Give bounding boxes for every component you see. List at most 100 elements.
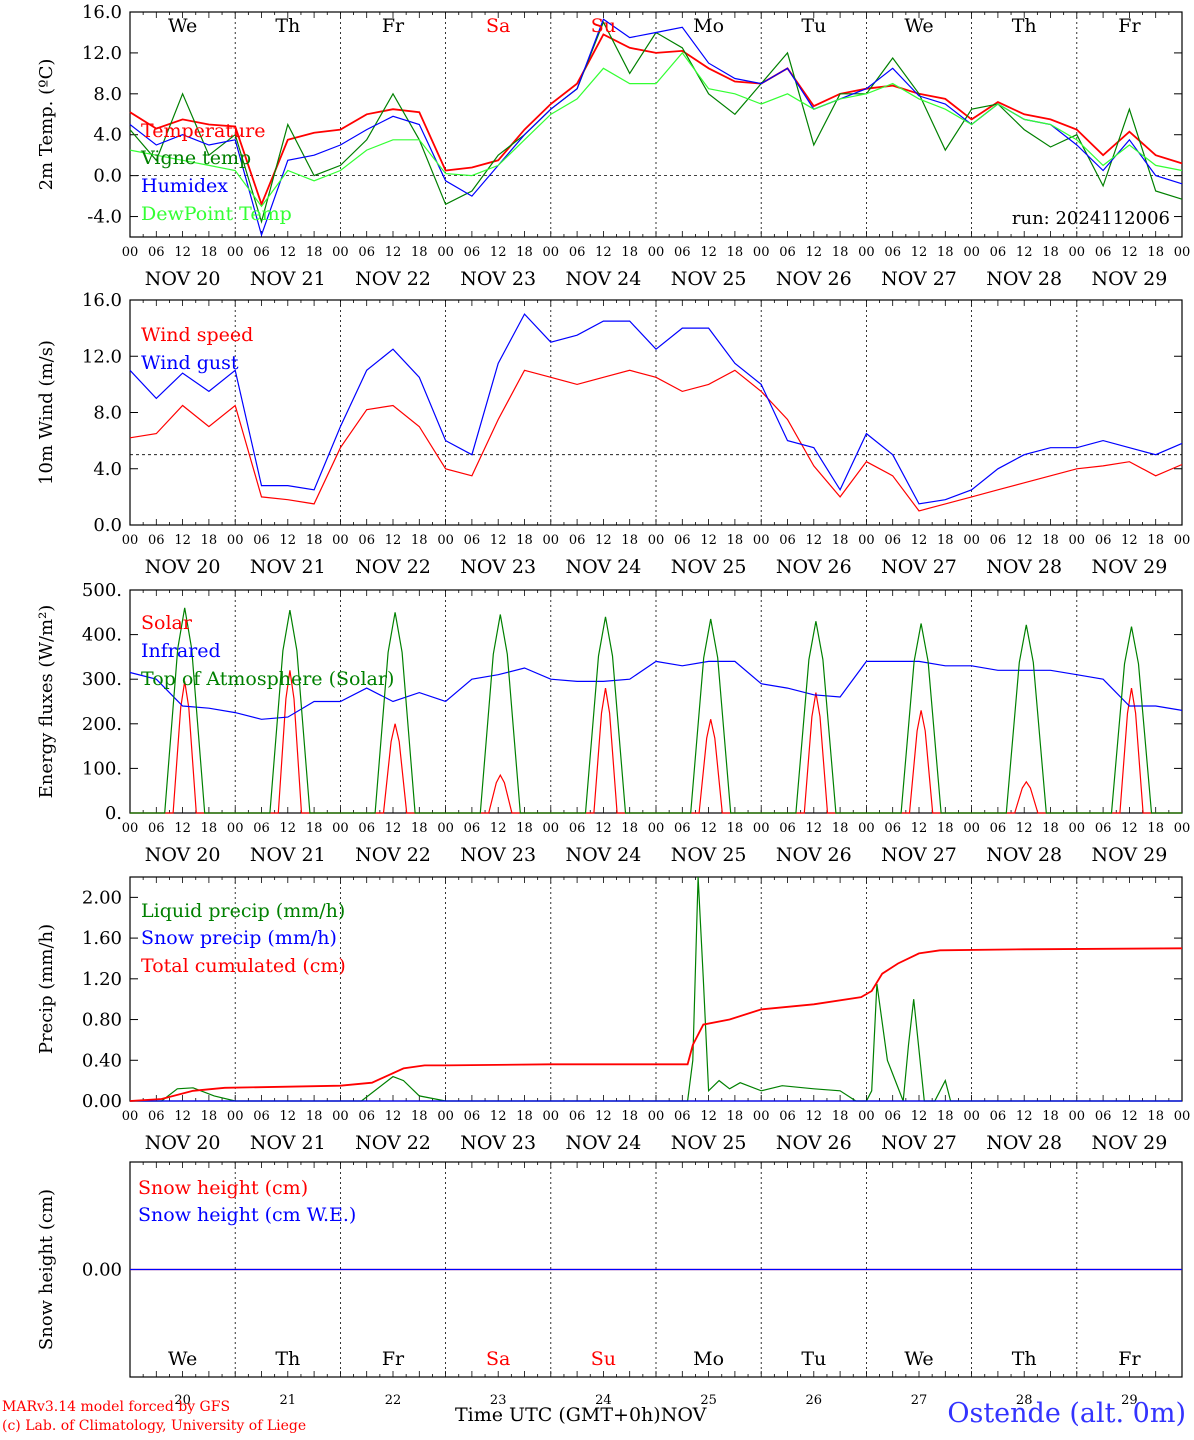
hour-tick-label: 12	[1016, 1109, 1033, 1124]
weekday-label: Fr	[1118, 15, 1141, 37]
hour-tick-label: 18	[1147, 533, 1164, 548]
hour-tick-label: 18	[516, 533, 533, 548]
hour-tick-label: 12	[911, 821, 928, 836]
date-label: NOV 29	[1091, 556, 1167, 578]
y-tick-label: 8.0	[93, 403, 122, 424]
hour-tick-label: 12	[911, 1109, 928, 1124]
hour-tick-label: 12	[490, 245, 507, 260]
hour-tick-label: 18	[937, 1109, 954, 1124]
date-number-label: 21	[280, 1393, 297, 1408]
y-tick-label: 100.	[82, 758, 122, 779]
y-axis-label: Precip (mm/h)	[36, 924, 57, 1054]
y-tick-label: 0.40	[82, 1050, 122, 1071]
date-label: NOV 29	[1091, 844, 1167, 866]
hour-tick-label: 18	[306, 533, 323, 548]
hour-tick-label: 12	[174, 821, 191, 836]
hour-tick-label: 18	[411, 1109, 428, 1124]
x-axis-title: Time UTC (GMT+0h)NOV	[455, 1404, 706, 1426]
y-tick-label: 12.0	[82, 43, 122, 64]
hour-tick-label: 00	[332, 245, 349, 260]
date-number-label: 23	[490, 1393, 507, 1408]
date-label: NOV 21	[250, 268, 326, 290]
hour-tick-label: 06	[148, 1109, 165, 1124]
hour-tick-label: 06	[884, 533, 901, 548]
y-tick-label: 0.	[105, 803, 122, 824]
hour-tick-label: 18	[411, 533, 428, 548]
hour-tick-label: 12	[700, 821, 717, 836]
hour-tick-label: 12	[280, 533, 297, 548]
hour-tick-label: 18	[621, 821, 638, 836]
hour-tick-label: 18	[1147, 821, 1164, 836]
panel-1	[129, 11, 1183, 238]
hour-tick-label: 00	[963, 821, 980, 836]
date-label: NOV 21	[250, 844, 326, 866]
hour-tick-label: 12	[385, 245, 402, 260]
weekday-label: We	[168, 15, 197, 37]
y-tick-label: 12.0	[82, 346, 122, 367]
hour-tick-label: 12	[806, 1109, 823, 1124]
hour-tick-label: 06	[1095, 1109, 1112, 1124]
date-label: NOV 21	[250, 556, 326, 578]
hour-tick-label: 18	[1042, 1109, 1059, 1124]
date-label: NOV 25	[671, 844, 747, 866]
date-label: NOV 20	[145, 556, 221, 578]
hour-tick-label: 06	[569, 533, 586, 548]
hour-tick-label: 00	[122, 821, 139, 836]
series-line	[129, 947, 1183, 1102]
hour-tick-label: 00	[437, 821, 454, 836]
date-label: NOV 27	[881, 556, 957, 578]
date-label: NOV 24	[565, 268, 641, 290]
hour-tick-label: 12	[595, 533, 612, 548]
legend-entry: Snow precip (mm/h)	[141, 927, 337, 949]
y-axis-label: Snow height (cm)	[36, 1189, 57, 1350]
date-label: NOV 29	[1091, 268, 1167, 290]
x-axis-title-text: Time UTC (GMT+0h)	[455, 1404, 661, 1426]
hour-tick-label: 18	[1147, 245, 1164, 260]
y-tick-label: 0.00	[82, 1260, 122, 1281]
y-tick-label: 400.	[82, 625, 122, 646]
legend-entry: Solar	[141, 612, 193, 634]
panel-2	[129, 299, 1183, 526]
hour-tick-label: 18	[727, 245, 744, 260]
hour-tick-label: 18	[727, 1109, 744, 1124]
y-tick-label: 8.0	[93, 84, 122, 105]
hour-tick-label: 12	[174, 245, 191, 260]
y-axis-label: Energy fluxes (W/m²)	[36, 605, 57, 799]
weekday-label: Tu	[801, 15, 826, 37]
y-tick-label: 2.00	[82, 887, 122, 908]
hour-tick-label: 00	[332, 821, 349, 836]
hour-tick-label: 00	[1174, 1109, 1191, 1124]
hour-tick-label: 06	[358, 821, 375, 836]
series-line	[129, 51, 1183, 208]
hour-tick-label: 06	[358, 245, 375, 260]
hour-tick-label: 06	[253, 1109, 270, 1124]
hour-tick-label: 12	[490, 1109, 507, 1124]
date-label: NOV 23	[460, 1132, 536, 1154]
hour-tick-label: 06	[779, 533, 796, 548]
hour-tick-label: 00	[648, 1109, 665, 1124]
series-line	[130, 607, 1182, 814]
hour-tick-label: 00	[753, 245, 770, 260]
date-label: NOV 28	[986, 268, 1062, 290]
hour-tick-label: 00	[648, 245, 665, 260]
hour-tick-label: 18	[411, 245, 428, 260]
hour-tick-label: 18	[832, 821, 849, 836]
y-tick-label: 0.80	[82, 1010, 122, 1031]
y-tick-label: 1.60	[82, 928, 122, 949]
date-number-label: 28	[1016, 1393, 1033, 1408]
y-axis-label: 10m Wind (m/s)	[36, 340, 57, 485]
hour-tick-label: 06	[569, 1109, 586, 1124]
date-label: NOV 20	[145, 268, 221, 290]
hour-tick-label: 18	[832, 533, 849, 548]
hour-tick-label: 00	[753, 1109, 770, 1124]
y-tick-label: 0.0	[93, 166, 122, 187]
hour-tick-label: 00	[858, 821, 875, 836]
run-label: run: 2024112006	[1012, 208, 1170, 229]
hour-tick-label: 12	[595, 821, 612, 836]
date-label: NOV 22	[355, 268, 431, 290]
date-label: NOV 22	[355, 556, 431, 578]
hour-tick-label: 00	[1069, 821, 1086, 836]
date-number-label: 29	[1121, 1393, 1138, 1408]
hour-tick-label: 06	[674, 245, 691, 260]
